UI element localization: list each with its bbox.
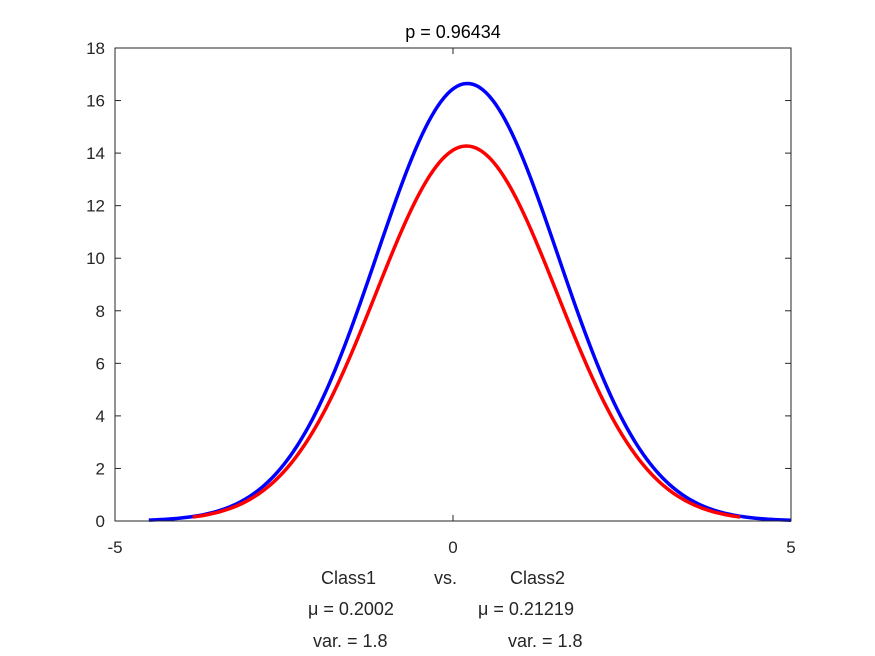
series-line-1 <box>148 81 792 522</box>
x-tick-label: 0 <box>448 538 457 557</box>
y-tick-label: 10 <box>86 249 105 268</box>
mu1-label: μ = 0.2002 <box>308 599 394 619</box>
axes-box <box>114 47 792 522</box>
vs-label: vs. <box>434 568 458 588</box>
y-tick-label: 4 <box>96 407 105 426</box>
x-tick-label: -5 <box>107 538 122 557</box>
mu2-label: μ = 0.21219 <box>478 599 574 619</box>
y-tick-label: 0 <box>96 512 105 531</box>
y-tick-label: 12 <box>86 197 105 216</box>
plot-area <box>115 48 791 521</box>
chart-title: p = 0.96434 <box>405 22 501 42</box>
y-tick-label: 6 <box>96 354 105 373</box>
y-tick-label: 14 <box>86 144 105 163</box>
var1-label: var. = 1.8 <box>313 631 388 651</box>
y-tick-label: 18 <box>86 39 105 58</box>
y-tick-label: 8 <box>96 302 105 321</box>
series-line-2 <box>192 144 741 519</box>
class1-label: Class1 <box>321 568 377 588</box>
x-tick-label: 5 <box>786 538 795 557</box>
y-tick-label: 2 <box>96 459 105 478</box>
class2-label: Class2 <box>510 568 566 588</box>
var2-label: var. = 1.8 <box>508 631 583 651</box>
y-tick-label: 16 <box>86 92 105 111</box>
